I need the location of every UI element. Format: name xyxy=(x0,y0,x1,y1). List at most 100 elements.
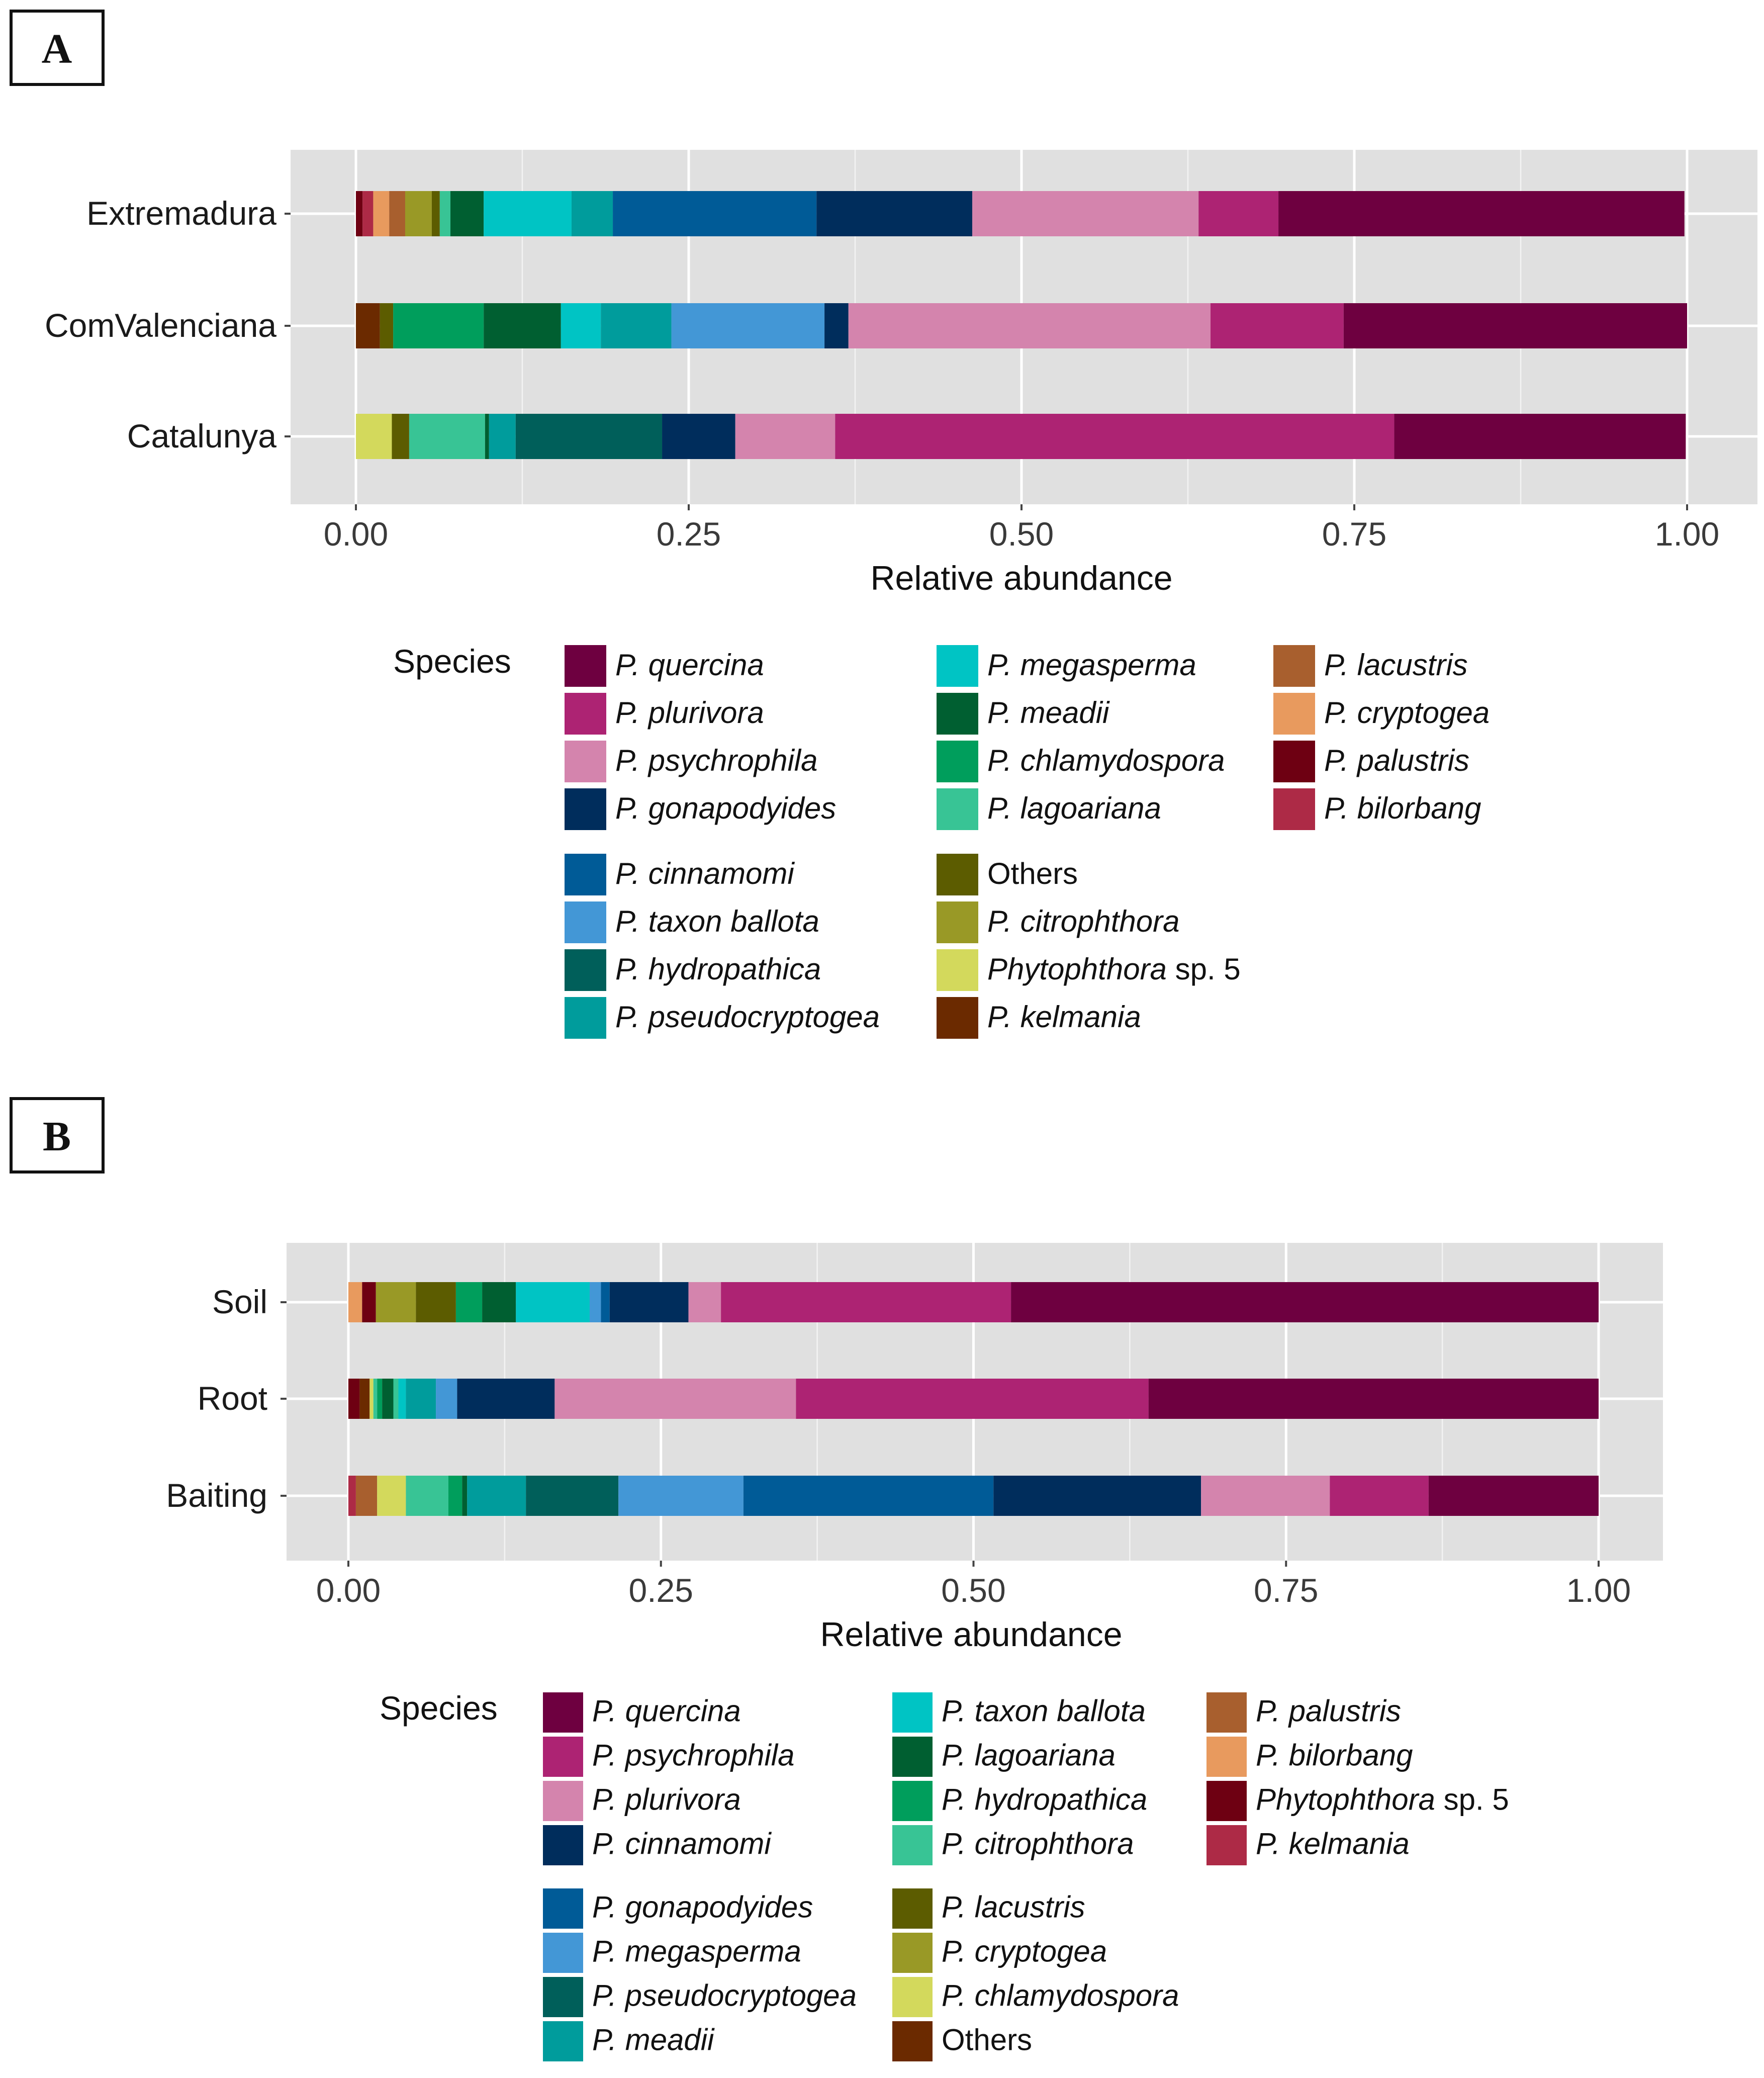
x-tick-label: 0.50 xyxy=(989,515,1054,553)
legend-label: P. taxon ballota xyxy=(942,1694,1146,1728)
legend-item-p-taxon-ballota: P. taxon ballota xyxy=(892,1692,1146,1733)
bar-segment-p-cinnamomi xyxy=(457,1379,555,1419)
legend-label: P. palustris xyxy=(1324,744,1469,777)
legend-swatch xyxy=(892,1737,933,1777)
bar-segment-p-meadii xyxy=(485,414,489,459)
bar-segment-p-hydropathica xyxy=(515,414,663,459)
bar-segment-p-cryptogea xyxy=(373,191,390,236)
bar-segment-p-quercina xyxy=(1394,414,1686,459)
bar-segment-p-pseudocryptogea xyxy=(571,191,613,236)
bar-segment-p-meadii xyxy=(406,1379,436,1419)
legend-item-p-chlamydospora: P. chlamydospora xyxy=(937,741,1225,782)
legend-swatch xyxy=(1273,741,1315,782)
legend-item-p-quercina: P. quercina xyxy=(543,1692,741,1733)
legend-label: P. taxon ballota xyxy=(615,905,819,938)
bar-segment-p-citrophthora xyxy=(393,1379,399,1419)
bar-segment-p-lagoariana xyxy=(409,414,485,459)
legend-item-p-cinnamomi: P. cinnamomi xyxy=(565,854,795,895)
legend-label: P. cryptogea xyxy=(942,1935,1107,1968)
legend-swatch xyxy=(937,788,978,830)
legend-swatch xyxy=(565,788,606,830)
legend-label: P. kelmania xyxy=(1256,1827,1410,1861)
legend-item-p-plurivora: P. plurivora xyxy=(543,1781,741,1821)
bar-extremadura xyxy=(356,191,1685,236)
bar-segment-phytophthora-sp-5 xyxy=(356,414,392,459)
bar-segment-p-pseudocryptogea xyxy=(601,303,672,348)
bar-segment-p-lacustris xyxy=(389,191,405,236)
legend-item-p-palustris: P. palustris xyxy=(1206,1692,1401,1733)
bar-segment-p-kelmania xyxy=(356,303,380,348)
legend-swatch xyxy=(543,1781,583,1821)
legend-label: P. lacustris xyxy=(1324,648,1468,682)
legend-item-p-bilorbang: P. bilorbang xyxy=(1206,1737,1413,1777)
bar-segment-p-lagoariana xyxy=(462,1476,468,1516)
bar-segment-p-kelmania xyxy=(348,1476,356,1516)
legend-item-p-megasperma: P. megasperma xyxy=(937,645,1196,687)
panel-b: B Soil Root Baiting 0.00 0.25 0.50 0.75 1.00 Rel… xyxy=(10,1097,1663,2061)
bar-segment-p-bilorbang xyxy=(362,191,374,236)
legend-label: P. lagoariana xyxy=(987,791,1161,825)
bar-segment-p-citrophthora xyxy=(373,1379,378,1419)
legend-item-p-meadii: P. meadii xyxy=(543,2021,715,2061)
legend-item-p-kelmania: P. kelmania xyxy=(937,997,1141,1039)
x-tick-label: 1.00 xyxy=(1566,1572,1631,1609)
legend-swatch xyxy=(543,1888,583,1929)
legend-swatch xyxy=(937,693,978,735)
legend-label: P. meadii xyxy=(592,2023,715,2057)
legend-label: Others xyxy=(987,857,1078,890)
bar-segment-p-megasperma xyxy=(589,1282,601,1322)
legend-item-p-citrophthora: P. citrophthora xyxy=(937,901,1179,943)
bar-segment-p-hydropathica xyxy=(455,1282,483,1322)
legend-swatch xyxy=(892,1888,933,1929)
legend-item-p-lagoariana: P. lagoariana xyxy=(892,1737,1116,1777)
bar-segment-p-cinnamomi xyxy=(613,191,817,236)
bar-segment-p-quercina xyxy=(1428,1476,1599,1516)
legend-label: P. gonapodyides xyxy=(615,791,836,825)
x-tick-label: 0.50 xyxy=(941,1572,1005,1609)
panel-a-label: A xyxy=(42,26,72,72)
x-tick-label: 0.25 xyxy=(629,1572,693,1609)
legend-swatch xyxy=(565,997,606,1039)
legend-swatch xyxy=(543,1737,583,1777)
bar-segment-others xyxy=(431,191,440,236)
legend-item-p-taxon-ballota: P. taxon ballota xyxy=(565,901,819,943)
legend-item-p-lagoariana: P. lagoariana xyxy=(937,788,1161,830)
legend-item-p-citrophthora: P. citrophthora xyxy=(892,1825,1134,1865)
legend-swatch xyxy=(937,901,978,943)
legend-item-p-cryptogea: P. cryptogea xyxy=(1273,693,1490,735)
legend-label: P. chlamydospora xyxy=(942,1979,1179,2013)
bar-segment-p-gonapodyides xyxy=(816,191,973,236)
legend-item-p-pseudocryptogea: P. pseudocryptogea xyxy=(565,997,880,1039)
legend-item-p-hydropathica: P. hydropathica xyxy=(892,1781,1147,1821)
category-label: Extremadura xyxy=(86,195,276,232)
panel-a: A Extremadura ComValenciana Catalunya 0.00 0… xyxy=(10,10,1757,1039)
bar-segment-p-psychrophila xyxy=(848,303,1211,348)
bar-segment-p-plurivora xyxy=(688,1282,721,1322)
bar-segment-p-taxon-ballota xyxy=(671,303,825,348)
legend-item-p-kelmania: P. kelmania xyxy=(1206,1825,1410,1865)
bar-baiting xyxy=(348,1476,1599,1516)
legend-label: P. gonapodyides xyxy=(592,1890,813,1924)
bar-segment-p-gonapodyides xyxy=(662,414,735,459)
bar-segment-p-psychrophila xyxy=(721,1282,1011,1322)
legend-label: P. lacustris xyxy=(942,1890,1085,1924)
panel-a-legend: Species P. quercina P. plurivora P. psychro… xyxy=(393,643,1490,1039)
legend-item-p-bilorbang: P. bilorbang xyxy=(1273,788,1481,830)
bar-segment-p-gonapodyides xyxy=(824,303,849,348)
bar-segment-p-hydropathica xyxy=(377,1379,383,1419)
bar-segment-p-citrophthora xyxy=(405,191,432,236)
bar-segment-p-chlamydospora xyxy=(377,1476,406,1516)
legend-swatch xyxy=(1273,645,1315,687)
bar-segment-p-taxon-ballota xyxy=(398,1379,406,1419)
category-label: Catalunya xyxy=(127,417,276,455)
legend-swatch xyxy=(543,1692,583,1733)
legend-label: Others xyxy=(942,2023,1032,2057)
legend-swatch xyxy=(937,741,978,782)
legend-swatch xyxy=(543,2021,583,2061)
legend-swatch xyxy=(565,693,606,735)
panel-b-legend: Species P. quercina P. psychrophila P. plur… xyxy=(380,1689,1509,2061)
bar-segment-p-quercina xyxy=(1278,191,1685,236)
bar-comvalenciana xyxy=(356,303,1687,348)
legend-item-p-meadii: P. meadii xyxy=(937,693,1110,735)
